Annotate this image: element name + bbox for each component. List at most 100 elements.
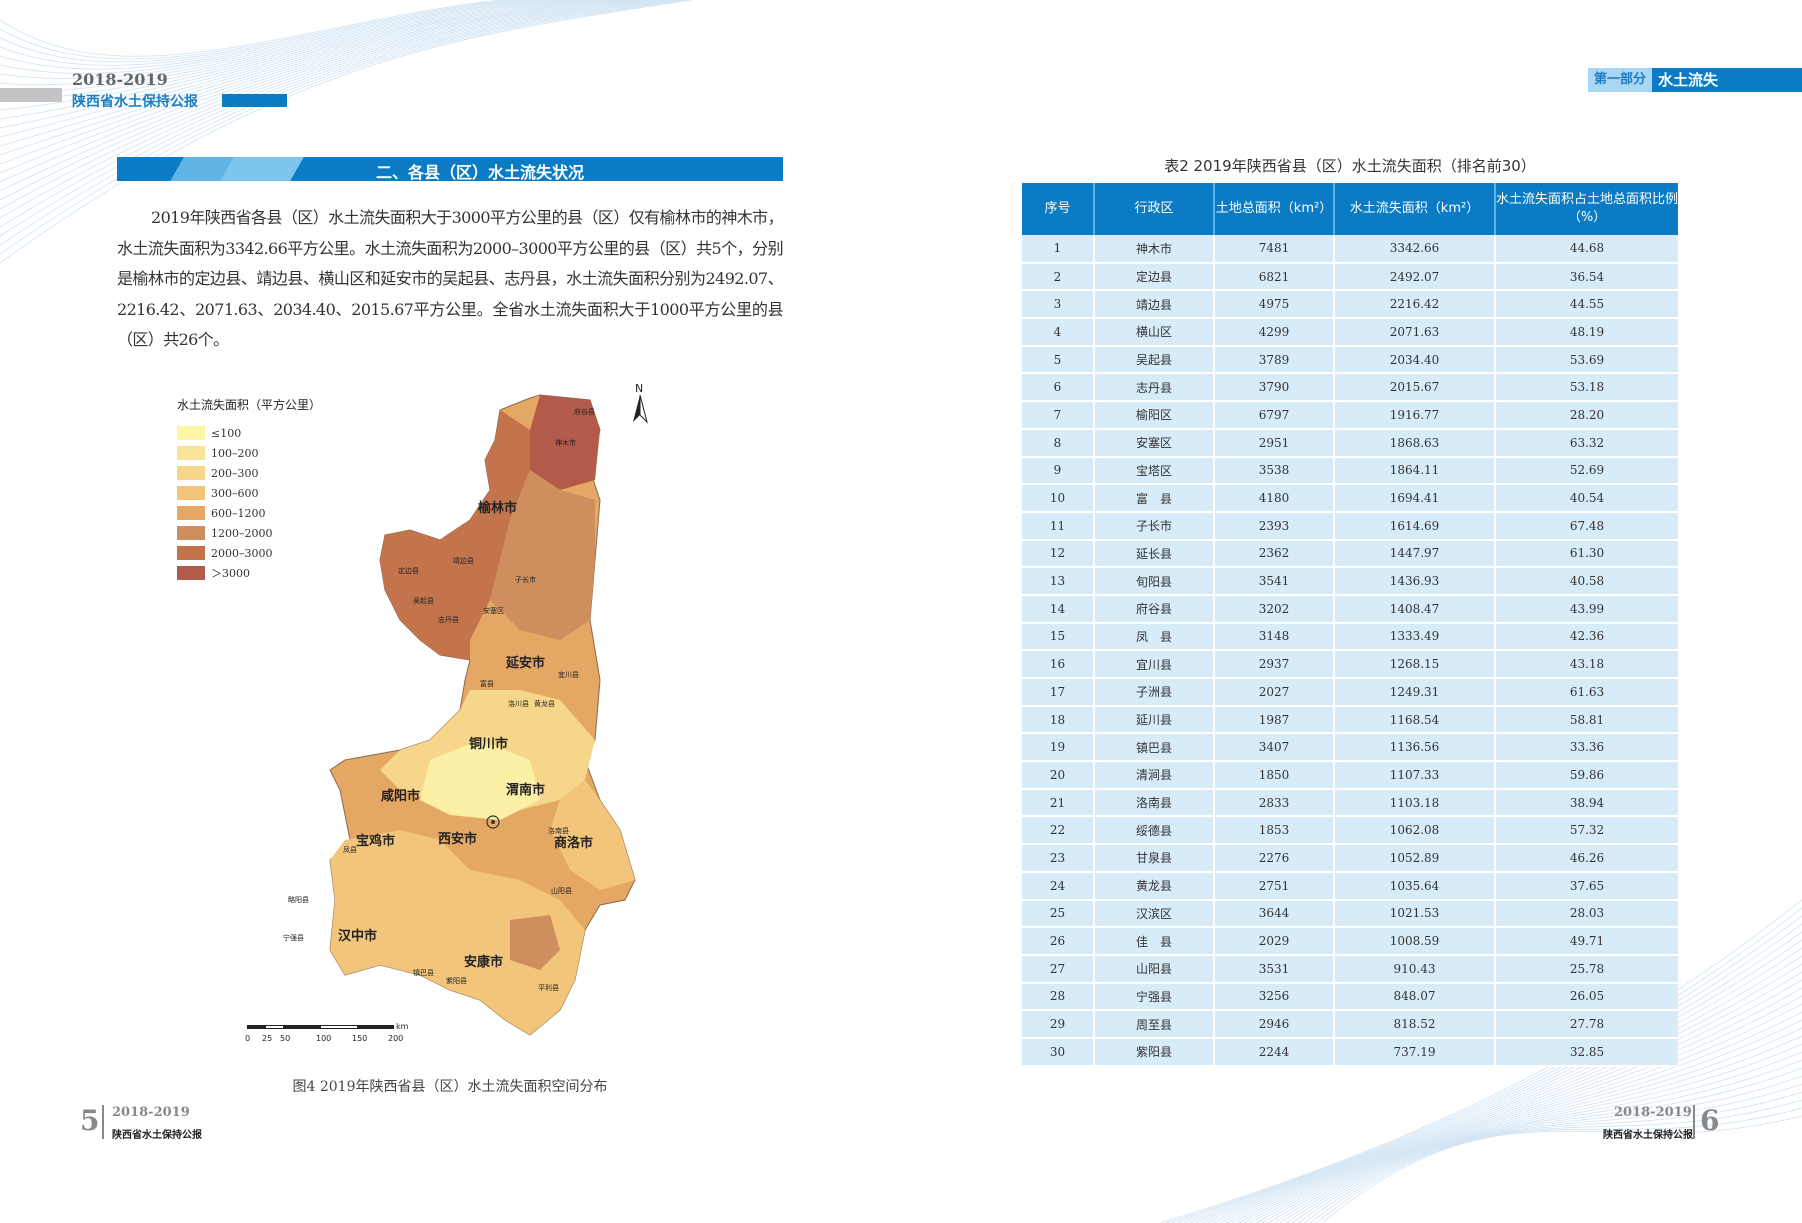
wave-line [1183,931,1802,1223]
table-cell: 吴起县 [1094,345,1215,375]
county-label: 山阳县 [551,886,572,895]
footer-divider [102,1105,104,1139]
wave-line [1249,1019,1802,1223]
table-cell: 1052.89 [1334,844,1496,873]
county-label: 志丹县 [438,615,459,624]
table-cell: 27.78 [1495,1010,1678,1039]
table-cell: 57.32 [1495,816,1678,846]
wave-line [0,0,547,74]
wave-line [0,0,589,111]
table-cell: 67.48 [1495,511,1678,541]
wave-line [1279,1059,1802,1223]
table-cell: 周至县 [1094,1010,1215,1039]
table-cell: 7481 [1214,235,1335,264]
table-cell: 2071.63 [1334,318,1496,347]
table-cell: 2034.40 [1334,345,1496,375]
table-cell: 25.78 [1495,954,1678,984]
county-label: 洛南县 [548,826,569,835]
table-cell: 2362 [1214,539,1335,569]
table-cell: 63.32 [1495,428,1678,458]
table-cell: 19 [1022,733,1095,763]
table-cell: 3407 [1214,733,1335,763]
table-cell: 12 [1022,539,1095,569]
table-cell: 4299 [1214,318,1335,347]
table-cell: 旬阳县 [1094,567,1215,596]
footer-divider [1693,1105,1695,1139]
table-cell: 宜川县 [1094,650,1215,679]
footer-subtitle-right: 陕西省水土保持公报 [1603,1130,1693,1141]
table-row: 1 神木市 7481 3342.66 44.68 [1022,235,1678,264]
table-cell: 3256 [1214,982,1335,1012]
table-cell: 1447.97 [1334,539,1496,569]
table-row: 14 府谷县 3202 1408.47 43.99 [1022,594,1678,624]
wave-line [1177,923,1802,1223]
soil-erosion-table: 序号 行政区 土地总面积（km²） 水土流失面积（km²） 水土流失面积占土地总面积比例… [1022,183,1678,1067]
table-cell: 25 [1022,899,1095,929]
county-label: 富县 [480,679,494,688]
table-cell: 佳 县 [1094,927,1215,956]
legend-label: 600–1200 [211,506,266,520]
county-label: 府谷县 [574,407,595,416]
county-label: 吴起县 [413,597,434,605]
city-label: 安康市 [464,954,503,970]
table-row: 29 周至县 2946 818.52 27.78 [1022,1010,1678,1039]
legend-label: 1200–2000 [211,526,273,540]
table-cell: 1853 [1214,816,1335,846]
footer-year-left: 2018-2019 [112,1105,190,1120]
table-cell: 1107.33 [1334,761,1496,790]
table-cell: 33.36 [1495,733,1678,763]
table-cell: 2951 [1214,428,1335,458]
map-region-center-pale [420,740,540,820]
table-cell: 5 [1022,345,1095,375]
table-cell: 汉滨区 [1094,899,1215,929]
table-cell: 2833 [1214,788,1335,818]
table-cell: 神木市 [1094,235,1215,264]
wave-line [1159,899,1802,1223]
table-cell: 910.43 [1334,954,1496,984]
table-cell: 山阳县 [1094,954,1215,984]
wave-line [1261,1035,1802,1223]
county-label: 略阳县 [288,895,309,904]
county-label: 神木市 [555,438,576,447]
table-cell: 4975 [1214,290,1335,320]
table-cell: 6797 [1214,401,1335,430]
table-cell: 49.71 [1495,927,1678,956]
table-cell: 1436.93 [1334,567,1496,596]
table-header-cell: 水土流失面积（km²） [1334,183,1496,235]
table-cell: 48.19 [1495,318,1678,347]
table-row: 8 安塞区 2951 1868.63 63.32 [1022,428,1678,458]
map-region-central [490,470,595,640]
table-cell: 横山区 [1094,318,1215,347]
table-row: 27 山阳县 3531 910.43 25.78 [1022,954,1678,984]
table-cell: 子洲县 [1094,678,1215,707]
table-cell: 2492.07 [1334,262,1496,292]
table-cell: 镇巴县 [1094,733,1215,763]
scale-unit: km [396,1022,409,1031]
legend-item: ≤100 [177,426,241,440]
wave-line [0,0,653,192]
legend-item: ＞3000 [177,566,250,580]
table-cell: 甘泉县 [1094,844,1215,873]
table-cell: 28 [1022,982,1095,1012]
table-cell: 29 [1022,1010,1095,1039]
table-row: 5 吴起县 3789 2034.40 53.69 [1022,345,1678,375]
city-label: 铜川市 [468,736,508,752]
legend-swatch [177,526,205,540]
map-region-northwest [380,410,530,660]
table-cell: 1062.08 [1334,816,1496,846]
table-cell: 14 [1022,594,1095,624]
city-label: 汉中市 [338,928,377,944]
county-label: 子长市 [515,575,536,584]
table-cell: 3790 [1214,373,1335,403]
table-cell: 2216.42 [1334,290,1496,320]
table-cell: 22 [1022,816,1095,846]
table-row: 7 榆阳区 6797 1916.77 28.20 [1022,401,1678,430]
county-label: 宜川县 [558,670,579,679]
table-row: 4 横山区 4299 2071.63 48.19 [1022,318,1678,347]
wave-line [0,0,641,174]
table-cell: 3789 [1214,345,1335,375]
table-cell: 榆阳区 [1094,401,1215,430]
table-cell: 府谷县 [1094,594,1215,624]
county-label: 凤县 [343,846,357,854]
